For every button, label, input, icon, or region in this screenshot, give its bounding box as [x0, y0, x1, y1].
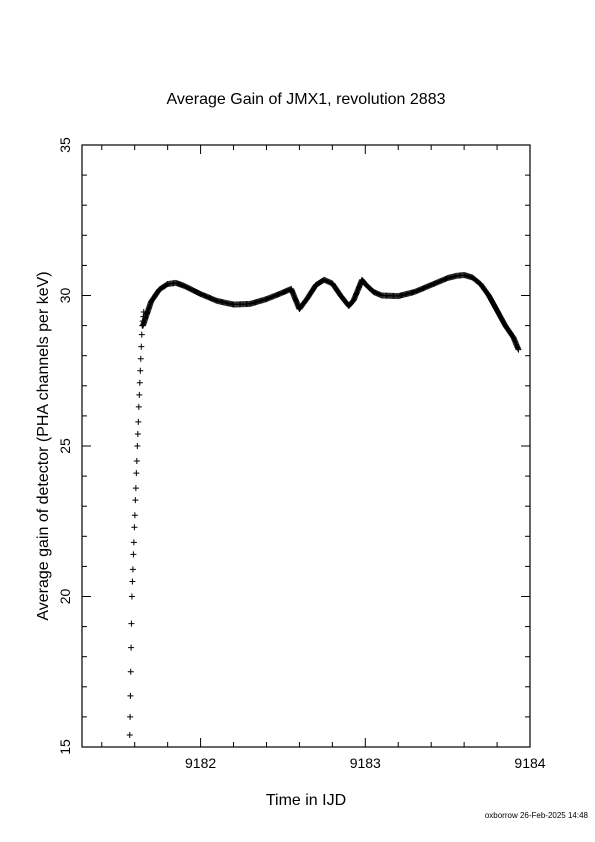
data-point [132, 485, 139, 492]
x-axis-ticks: 9182 9183 9184 [101, 145, 546, 771]
data-point [133, 458, 140, 465]
x-tick-label: 9184 [514, 755, 545, 771]
data-point [132, 497, 139, 504]
data-point [127, 692, 134, 699]
data-point [138, 331, 145, 338]
x-tick-label: 9182 [185, 755, 216, 771]
data-point [127, 668, 134, 675]
data-points [126, 272, 522, 738]
data-point [126, 731, 133, 738]
data-point [134, 430, 141, 437]
x-axis-label: Time in IJD [266, 792, 346, 809]
data-point [131, 524, 138, 531]
data-point [136, 391, 143, 398]
data-point [135, 403, 142, 410]
y-tick-label: 30 [57, 288, 73, 304]
y-axis-label: Average gain of detector (PHA channels p… [35, 271, 52, 620]
data-point [128, 620, 135, 627]
data-point [515, 346, 522, 353]
data-point [134, 443, 141, 449]
data-point [131, 512, 138, 519]
data-point [128, 644, 135, 651]
plot-frame [81, 144, 531, 748]
data-point [138, 343, 145, 350]
data-point [136, 379, 143, 386]
data-point [130, 539, 137, 546]
footer-stamp: oxborrow 26-Feb-2025 14:48 [485, 811, 589, 820]
y-tick-label: 25 [57, 438, 73, 454]
y-tick-label: 35 [57, 137, 73, 153]
chart-title: Average Gain of JMX1, revolution 2883 [167, 91, 446, 108]
data-point [133, 470, 140, 477]
y-axis-ticks: 15 20 25 30 35 [57, 137, 530, 755]
data-point [129, 578, 136, 585]
data-point [128, 593, 135, 600]
data-point [137, 367, 144, 374]
y-tick-label: 20 [57, 589, 73, 605]
data-point [135, 418, 142, 425]
data-point [129, 566, 136, 573]
data-point [130, 551, 137, 558]
x-tick-label: 9183 [350, 755, 381, 771]
data-point [137, 355, 144, 362]
y-tick-label: 15 [57, 739, 73, 755]
data-point [127, 713, 134, 720]
